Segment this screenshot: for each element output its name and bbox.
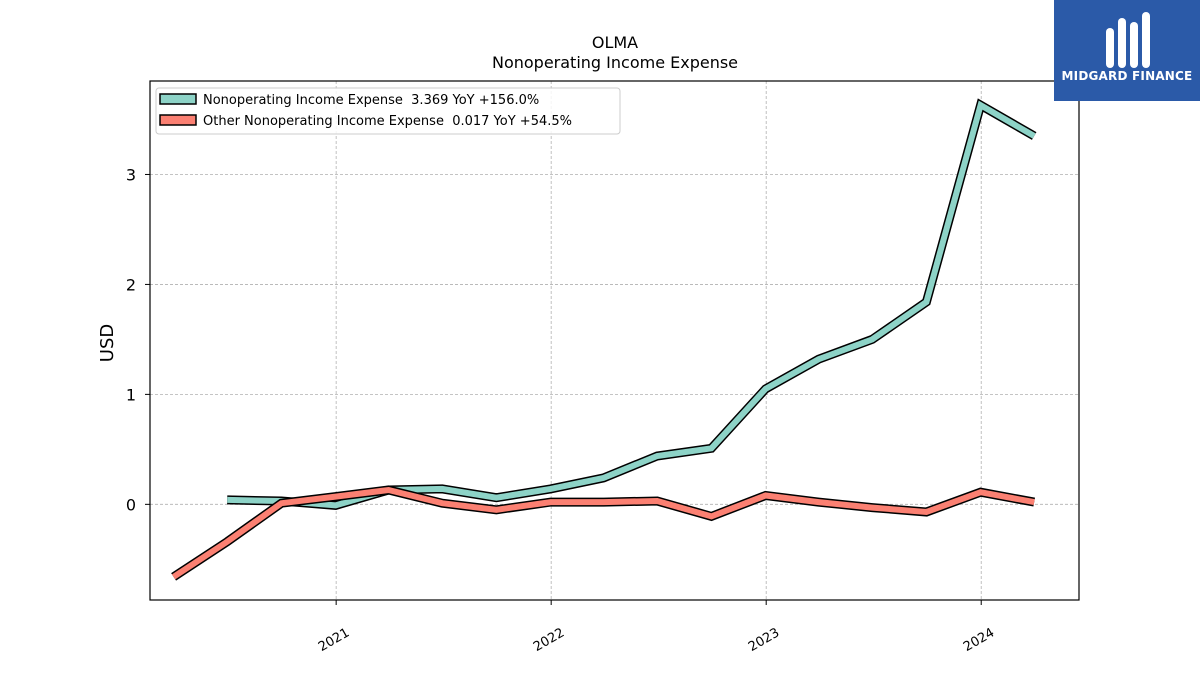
y-tick-label: 0	[126, 495, 136, 514]
legend-swatch-other-nonoperating-income-expense	[159, 114, 197, 126]
series-line-other-nonoperating-income-expense	[171, 486, 1035, 580]
legend-box	[155, 87, 621, 135]
y-tick-label: 3	[126, 165, 136, 184]
plot-frame	[149, 80, 1080, 601]
legend-label-nonoperating-income-expense: Nonoperating Income Expense 3.369 YoY +1…	[203, 93, 539, 108]
y-axis-ticks: 0 1 2 3	[126, 165, 150, 514]
x-axis-ticks: 2021 2022 2023 2024	[316, 600, 997, 655]
grid-lines	[150, 81, 1079, 600]
x-tick-label: 2023	[746, 625, 782, 655]
x-tick-label: 2021	[316, 625, 352, 655]
x-tick-label: 2024	[961, 625, 997, 655]
series-line-nonoperating-income-expense	[227, 100, 1036, 509]
legend-label-other-nonoperating-income-expense: Other Nonoperating Income Expense 0.017 …	[203, 114, 572, 129]
logo-mark-icon	[1106, 12, 1150, 68]
series-lines	[171, 98, 1037, 581]
y-tick-label: 2	[126, 275, 136, 294]
series-outline-nonoperating-income-expense	[227, 98, 1037, 510]
chart-title: OLMA	[592, 33, 638, 52]
logo-text: MIDGARD FINANCE	[1061, 69, 1193, 83]
legend-swatch-nonoperating-income-expense	[159, 93, 197, 105]
y-tick-label: 1	[126, 385, 136, 404]
legend: Nonoperating Income Expense 3.369 YoY +1…	[155, 87, 621, 135]
brand-logo: MIDGARD FINANCE	[1054, 0, 1200, 101]
y-axis-label: USD	[97, 324, 118, 362]
x-tick-label: 2022	[531, 625, 567, 655]
chart-subtitle: Nonoperating Income Expense	[492, 53, 738, 72]
